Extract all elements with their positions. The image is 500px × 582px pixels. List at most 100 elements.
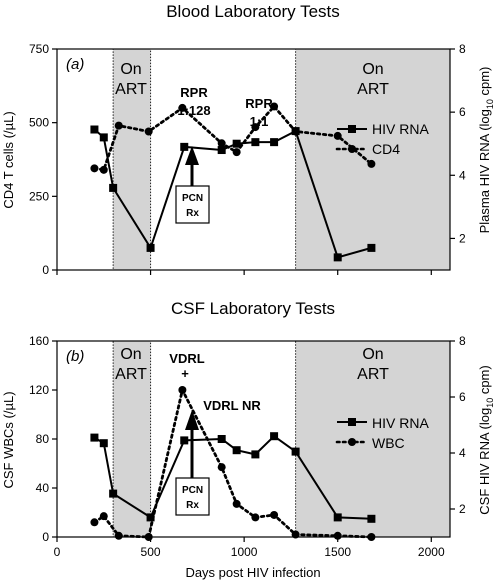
point-a-hiv-rna-0: [90, 125, 99, 134]
y-left-tick-label-b-3: 120: [29, 383, 49, 397]
point-b-hiv-rna-8: [270, 432, 279, 441]
point-a-hiv-rna-1: [99, 133, 108, 142]
rx-label-a: Rx: [186, 208, 199, 219]
point-b-wbc-7: [251, 513, 260, 522]
axes-b: 0 500 1000 1500 2000 0 40 80 120 160 2 4 6 8: [29, 334, 466, 559]
point-a-cd4-3: [144, 127, 153, 136]
point-a-hiv-rna-3: [146, 243, 155, 252]
y-right-tick-label-b-3: 8: [459, 334, 466, 348]
point-a-cd4-7: [251, 123, 260, 132]
point-b-hiv-rna-10: [333, 513, 342, 522]
legend-b: HIV RNA WBC: [335, 415, 429, 451]
point-b-wbc-5: [217, 463, 226, 472]
shade-b1-label-on: On: [120, 346, 141, 363]
point-b-hiv-rna-0: [90, 433, 99, 442]
series-a: [90, 102, 376, 262]
y-left-tick-label-a-1: 250: [29, 189, 49, 203]
annotation-vdrl-nr: VDRL NR: [203, 398, 261, 413]
point-a-cd4-8: [270, 102, 279, 111]
x-tick-label-0: 0: [54, 545, 61, 559]
point-a-cd4-9: [291, 127, 300, 136]
axes-a: 0 250 500 750 2 4 6 8: [29, 42, 466, 277]
shade-a2-label-on: On: [362, 61, 383, 78]
y-right-tick-label-a-1: 4: [459, 168, 466, 182]
y-left-tick-label-b-1: 40: [36, 481, 50, 495]
x-tick-label-1: 500: [141, 545, 161, 559]
series-b: [90, 385, 376, 541]
ylabel-left-a: CD4 T cells (/µL): [1, 111, 16, 208]
shade-b2-label-art: ART: [357, 366, 389, 383]
point-b-wbc-0: [90, 518, 99, 527]
point-a-cd4-0: [90, 164, 99, 173]
rx-label-b: Rx: [186, 500, 199, 511]
legend-b-wbc-marker: [348, 438, 356, 446]
point-b-hiv-rna-5: [217, 435, 226, 443]
point-b-wbc-8: [270, 510, 279, 519]
point-a-cd4-11: [367, 159, 376, 168]
legend-a: HIV RNA CD4: [335, 121, 429, 157]
annotation-rpr-128: RPR: [180, 85, 208, 100]
point-b-hiv-rna-6: [232, 446, 241, 455]
point-a-hiv-rna-11: [367, 243, 376, 252]
ylabel-right-a: Plasma HIV RNA (log10 cpm): [477, 67, 495, 234]
y-right-tick-label-b-2: 6: [459, 390, 466, 404]
panel-b-label: (b): [66, 348, 84, 365]
shade-a1-label-art: ART: [115, 81, 147, 98]
point-a-hiv-rna-7: [251, 138, 260, 147]
y-left-tick-label-b-0: 0: [42, 530, 49, 544]
series-line-a-cd4: [93, 104, 373, 172]
legend-b-hiv-label: HIV RNA: [372, 415, 429, 431]
panel-b-title: CSF Laboratory Tests: [171, 299, 335, 318]
annotation-rpr-128-ratio: 1:128: [177, 103, 210, 118]
art-shade-a-1: [112, 48, 152, 271]
plot-frame-a: [56, 48, 451, 271]
pcn-rx-box-a: [175, 185, 210, 224]
y-left-tick-label-a-0: 0: [42, 263, 49, 277]
series-line-b-wbc: [93, 385, 373, 539]
point-a-hiv-rna-4: [180, 142, 189, 151]
point-b-hiv-rna-4: [180, 436, 189, 445]
point-b-hiv-rna-2: [109, 489, 118, 498]
point-b-wbc-6: [232, 499, 241, 508]
point-a-hiv-rna-8: [270, 138, 279, 147]
shade-b2-label-on: On: [362, 346, 383, 363]
x-tick-label-4: 2000: [418, 545, 445, 559]
ylabel-right-b: CSF HIV RNA (log10 cpm): [477, 365, 495, 514]
point-b-wbc-4: [178, 386, 187, 394]
point-a-cd4-5: [217, 139, 226, 148]
pcn-rx-b: PCN Rx: [175, 410, 210, 516]
art-shades-a: [112, 48, 451, 271]
pcn-rx-a: PCN Rx: [175, 146, 210, 224]
x-axis-label: Days post HIV infection: [185, 565, 320, 580]
pcn-arrow-head-b: [185, 410, 199, 430]
shade-b1-label-art: ART: [115, 366, 147, 383]
shade-a2-label-art: ART: [357, 81, 389, 98]
point-a-hiv-rna-2: [109, 183, 118, 192]
art-shade-a-2: [295, 48, 451, 271]
legend-a-cd4-marker: [348, 145, 356, 153]
point-b-hiv-rna-11: [367, 514, 376, 523]
x-tick-label-2: 1000: [231, 545, 258, 559]
point-b-hiv-rna-3: [146, 513, 155, 522]
panel-a-label: (a): [66, 56, 84, 73]
point-a-hiv-rna-6: [232, 139, 241, 148]
point-a-cd4-4: [178, 103, 187, 112]
annotation-vdrl: VDRL: [169, 351, 204, 366]
y-right-tick-label-a-3: 8: [459, 42, 466, 56]
y-left-tick-label-a-2: 500: [29, 116, 49, 130]
annotation-rpr-1: RPR: [245, 96, 273, 111]
pcn-arrow-head-a: [185, 146, 199, 165]
point-a-hiv-rna-5: [217, 146, 226, 155]
point-a-cd4-6: [232, 148, 241, 157]
x-tick-label-3: 1500: [324, 545, 351, 559]
legend-b-hiv-marker: [348, 418, 356, 426]
point-b-hiv-rna-7: [251, 450, 260, 459]
annotation-vdrl-plus: +: [181, 366, 189, 381]
point-b-wbc-1: [99, 512, 108, 521]
point-a-hiv-rna-10: [333, 253, 342, 262]
pcn-rx-box-b: [175, 477, 210, 516]
legend-a-hiv-marker: [348, 125, 356, 133]
y-right-tick-label-b-0: 2: [459, 502, 466, 516]
annotation-rpr-1-ratio: 1:1: [250, 114, 269, 129]
